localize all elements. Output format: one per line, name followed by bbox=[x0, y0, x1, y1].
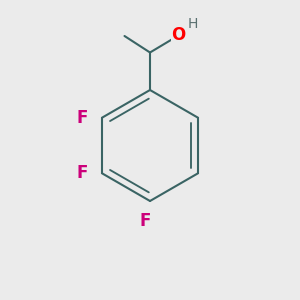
Text: O: O bbox=[171, 26, 186, 44]
Text: F: F bbox=[77, 109, 88, 127]
Text: F: F bbox=[140, 212, 151, 230]
Text: H: H bbox=[188, 17, 198, 31]
Text: F: F bbox=[77, 164, 88, 182]
